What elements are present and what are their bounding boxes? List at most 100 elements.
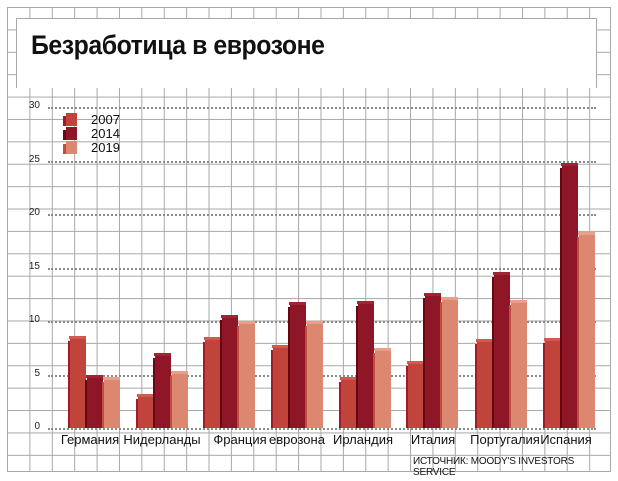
bar-top <box>86 374 103 378</box>
bar-front <box>562 164 578 428</box>
bar-top <box>510 299 527 303</box>
bar-side <box>203 342 206 428</box>
bar-2019 <box>237 321 255 428</box>
bar-side <box>373 352 376 428</box>
bar-2007 <box>406 360 424 428</box>
swatch-front <box>66 126 77 140</box>
bar-2007 <box>203 337 221 428</box>
bar-side <box>577 237 580 428</box>
legend: 2007 2014 2019 <box>63 111 120 155</box>
bar-front <box>239 323 255 428</box>
bar-2019 <box>373 347 391 428</box>
x-axis-label: еврозона <box>269 432 325 447</box>
gridline <box>48 267 596 270</box>
bar-front <box>425 295 441 428</box>
bar-top <box>374 347 391 351</box>
gridline <box>48 428 596 430</box>
bar-side <box>153 358 156 428</box>
bar-side <box>102 381 105 428</box>
bar-side <box>220 319 223 428</box>
bar-top <box>306 321 323 324</box>
legend-label: 2014 <box>91 125 120 141</box>
bar-top <box>221 314 238 318</box>
bar-side <box>271 349 274 428</box>
gridline <box>48 214 596 216</box>
gridline <box>48 160 596 163</box>
legend-item-2019: 2019 <box>63 140 120 155</box>
bar-side <box>543 343 546 428</box>
bar-front <box>70 337 86 428</box>
bar-top <box>578 232 595 236</box>
legend-label: 2007 <box>91 111 120 127</box>
swatch-side <box>63 129 66 140</box>
legend-swatch <box>63 112 77 126</box>
bar-2019 <box>440 297 458 428</box>
bar-front <box>494 273 510 428</box>
bar-2014 <box>85 374 103 428</box>
x-axis-label: Италия <box>410 432 456 447</box>
bar-front <box>307 323 323 428</box>
bar-top <box>204 337 221 341</box>
y-tick-label: 0 <box>34 421 40 432</box>
bar-top <box>357 300 374 304</box>
bar-2007 <box>68 335 86 428</box>
bar-2019 <box>102 376 120 428</box>
bar-2019 <box>577 232 595 428</box>
bar-front <box>155 355 171 428</box>
bar-front <box>358 302 374 428</box>
bar-top <box>238 321 255 324</box>
bar-front <box>341 378 357 428</box>
bar-front <box>545 340 561 428</box>
bar-front <box>290 303 306 428</box>
bar-top <box>69 335 86 339</box>
bar-front <box>104 378 120 428</box>
bar-2014 <box>220 314 238 428</box>
bar-side <box>170 376 173 428</box>
title-box <box>16 18 597 88</box>
bar-2019 <box>305 321 323 428</box>
bar-side <box>305 326 308 428</box>
bar-front <box>87 376 103 428</box>
x-axis-label: Нидерланды <box>123 432 201 447</box>
bar-top <box>493 271 510 275</box>
bar-2007 <box>475 339 493 428</box>
y-tick-label: 25 <box>28 153 40 165</box>
legend-item-2014: 2014 <box>63 125 120 141</box>
bar-side <box>509 304 512 428</box>
swatch-front <box>66 140 77 154</box>
bar-side <box>237 326 240 428</box>
bar-2014 <box>560 162 578 428</box>
bar-top <box>561 162 578 166</box>
bar-side <box>339 381 342 428</box>
bar-side <box>288 306 291 428</box>
bar-front <box>222 316 238 428</box>
bar-2014 <box>153 353 171 428</box>
bar-side <box>68 340 71 428</box>
bar-top <box>407 360 424 364</box>
bar-2014 <box>288 301 306 428</box>
x-axis-label: Германия <box>60 432 120 447</box>
bar-front <box>205 339 221 428</box>
bar-side <box>492 276 495 428</box>
bar-front <box>477 341 493 428</box>
bar-front <box>375 349 391 428</box>
x-axis-label: Ирландия <box>332 432 394 447</box>
bar-2019 <box>170 371 188 428</box>
swatch-side <box>63 143 66 154</box>
y-tick-label: 30 <box>28 100 40 111</box>
bar-2007 <box>136 393 154 428</box>
bar-2014 <box>356 300 374 428</box>
x-axis-label: Португалия <box>470 432 540 447</box>
source-note: ИСТОЧНИК: MOODY'S INVESTORS SERVICE <box>413 456 575 478</box>
bar-top <box>544 338 561 342</box>
bar-side <box>440 302 443 428</box>
y-tick-label: 5 <box>34 367 40 379</box>
y-tick-label: 20 <box>28 207 40 218</box>
bar-2014 <box>492 271 510 428</box>
bar-front <box>172 373 188 428</box>
bar-front <box>579 234 595 428</box>
bar-front <box>408 362 424 428</box>
bar-2007 <box>543 338 561 428</box>
legend-item-2007: 2007 <box>63 111 120 127</box>
